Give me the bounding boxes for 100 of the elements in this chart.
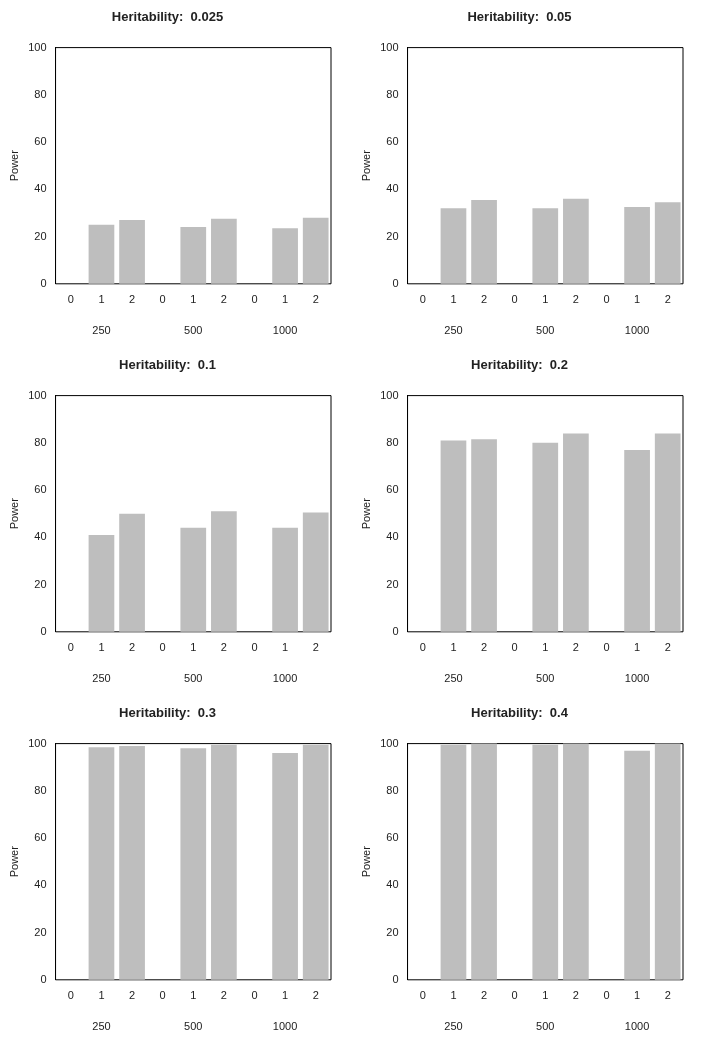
x-tick-label: 0: [159, 293, 166, 306]
x-tick-label: 2: [220, 641, 227, 654]
text: 500: [184, 323, 203, 336]
y-tick-label: 40: [34, 182, 47, 195]
y-axis-title: Power: [359, 497, 372, 530]
y-tick-label: 0: [40, 972, 47, 985]
x-tick-label: 1: [542, 293, 549, 306]
bar: [654, 743, 681, 980]
x-tick-label: 2: [312, 293, 319, 306]
x-tick-label: 0: [603, 293, 610, 306]
text: 250: [444, 1019, 463, 1032]
y-tick-label: 0: [40, 624, 47, 637]
text: 1000: [624, 323, 650, 336]
text: 500: [536, 323, 555, 336]
bar: [211, 218, 237, 284]
y-tick-label: 80: [386, 783, 399, 796]
bar: [272, 228, 298, 284]
chart-title: Heritability: 0.3: [119, 705, 216, 721]
y-axis-title: Power: [359, 845, 372, 878]
y-tick-label: 40: [386, 530, 399, 543]
bar: [302, 217, 329, 284]
x-tick-label: 0: [511, 293, 518, 306]
x-tick-label: 2: [664, 641, 671, 654]
x-tick-label: 1: [542, 989, 549, 1002]
y-tick-label: 40: [34, 530, 47, 543]
text: 250: [92, 671, 111, 684]
x-tick-label: 1: [450, 293, 457, 306]
y-tick-label: 20: [386, 577, 399, 590]
y-tick-label: 80: [386, 87, 399, 100]
x-tick-label: 1: [450, 989, 457, 1002]
text: 250: [92, 323, 111, 336]
text: 250: [92, 1019, 111, 1032]
x-tick-label: 2: [220, 293, 227, 306]
x-tick-label: 1: [98, 641, 105, 654]
y-tick-label: 100: [380, 388, 399, 401]
x-tick-label: 2: [129, 989, 136, 1002]
x-tick-label: 2: [664, 293, 671, 306]
x-tick-label: 1: [98, 989, 105, 1002]
x-tick-label: 0: [159, 989, 166, 1002]
x-tick-label: 2: [481, 641, 488, 654]
x-tick-label: 1: [634, 293, 641, 306]
y-tick-label: 60: [386, 135, 399, 148]
y-tick-label: 20: [34, 925, 47, 938]
bar: [211, 511, 237, 632]
x-tick-label: 2: [312, 641, 319, 654]
x-tick-label: 1: [282, 641, 289, 654]
y-tick-label: 0: [392, 972, 399, 985]
y-tick-label: 100: [28, 40, 47, 53]
x-tick-label: 1: [98, 293, 105, 306]
x-tick-label: 0: [603, 641, 610, 654]
x-tick-label: 2: [664, 989, 671, 1002]
x-tick-label: 2: [481, 989, 488, 1002]
x-tick-label: 0: [511, 989, 518, 1002]
x-tick-label: 0: [251, 293, 258, 306]
bar: [563, 743, 589, 980]
y-tick-label: 80: [34, 87, 47, 100]
x-tick-label: 1: [450, 641, 457, 654]
text: 500: [536, 1019, 555, 1032]
x-tick-label: 0: [511, 641, 518, 654]
x-tick-label: 0: [419, 989, 426, 1002]
y-axis-title: Power: [359, 149, 372, 182]
y-tick-label: 80: [386, 435, 399, 448]
bar: [272, 527, 298, 632]
x-tick-label: 0: [159, 641, 166, 654]
x-tick-label: 2: [481, 293, 488, 306]
y-tick-label: 60: [34, 831, 47, 844]
text: 1000: [624, 1019, 650, 1032]
text: 250: [444, 671, 463, 684]
chart-title: Heritability: 0.2: [471, 357, 568, 373]
text: 250: [444, 323, 463, 336]
x-tick-label: 1: [634, 989, 641, 1002]
x-tick-label: 0: [419, 641, 426, 654]
bar: [119, 220, 145, 284]
x-tick-label: 0: [67, 641, 74, 654]
y-axis-title: Power: [7, 845, 20, 878]
x-tick-label: 1: [634, 641, 641, 654]
x-tick-label: 2: [572, 641, 579, 654]
y-axis-title: Power: [7, 149, 20, 182]
bar: [532, 744, 559, 980]
bar: [119, 513, 145, 632]
text: 1000: [624, 671, 650, 684]
bar: [471, 743, 497, 980]
x-tick-label: 1: [190, 989, 197, 1002]
bar: [88, 224, 115, 284]
y-tick-label: 40: [34, 878, 47, 891]
y-tick-label: 0: [392, 276, 399, 289]
chart-title: Heritability: 0.05: [467, 9, 572, 25]
y-tick-label: 20: [386, 229, 399, 242]
y-tick-label: 80: [34, 435, 47, 448]
text: 500: [184, 671, 203, 684]
bar: [302, 512, 329, 632]
y-tick-label: 40: [386, 878, 399, 891]
x-tick-label: 2: [312, 989, 319, 1002]
text: 500: [184, 1019, 203, 1032]
x-tick-label: 1: [190, 641, 197, 654]
text: 1000: [272, 1019, 298, 1032]
y-tick-label: 60: [34, 135, 47, 148]
chart-title: Heritability: 0.025: [111, 9, 224, 25]
x-tick-label: 0: [67, 989, 74, 1002]
y-tick-label: 0: [40, 276, 47, 289]
